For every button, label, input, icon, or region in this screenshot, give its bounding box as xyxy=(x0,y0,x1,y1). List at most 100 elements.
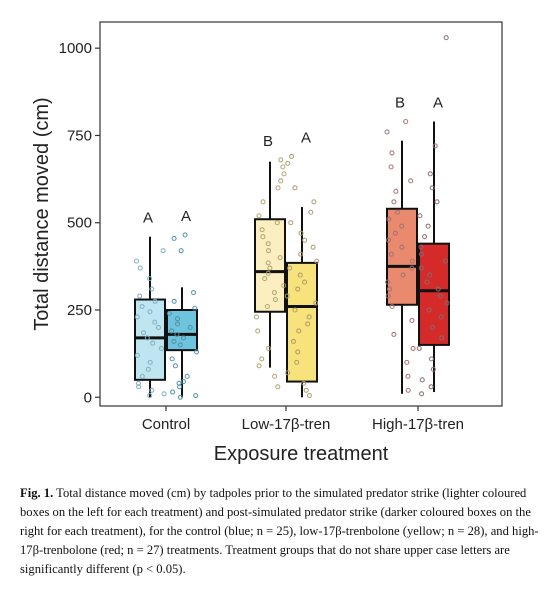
data-point xyxy=(288,220,294,226)
data-point xyxy=(432,143,438,149)
data-point xyxy=(384,129,390,135)
data-point xyxy=(428,384,434,390)
y-tick-label: 1000 xyxy=(59,40,92,57)
y-tick-label: 750 xyxy=(67,127,92,144)
data-point xyxy=(295,286,301,292)
data-point xyxy=(395,209,401,215)
data-point xyxy=(169,356,175,362)
data-point xyxy=(416,345,422,351)
y-tick-label: 500 xyxy=(67,215,92,232)
data-point xyxy=(308,209,314,215)
data-point xyxy=(256,213,262,219)
data-point xyxy=(193,392,199,399)
data-point xyxy=(177,394,183,400)
data-point xyxy=(290,338,297,344)
data-point xyxy=(180,335,186,341)
data-point xyxy=(424,279,430,285)
data-point xyxy=(172,363,178,369)
data-point xyxy=(442,258,448,264)
box-post xyxy=(286,261,318,383)
data-point xyxy=(408,178,414,184)
data-point xyxy=(174,316,181,322)
data-point xyxy=(265,241,271,247)
data-point xyxy=(281,283,287,289)
data-point xyxy=(419,377,425,383)
data-point xyxy=(438,314,444,320)
data-point xyxy=(422,234,428,240)
data-point xyxy=(176,380,182,386)
data-point xyxy=(386,216,392,222)
data-point xyxy=(419,391,425,397)
data-point xyxy=(139,303,145,310)
data-point xyxy=(393,188,399,194)
data-point xyxy=(409,258,415,264)
data-point xyxy=(260,234,266,240)
data-point xyxy=(296,328,302,334)
data-point xyxy=(175,321,181,327)
data-point xyxy=(429,324,436,331)
data-point xyxy=(149,387,155,393)
data-point xyxy=(272,373,278,379)
data-point xyxy=(301,380,307,386)
data-point xyxy=(170,389,176,395)
data-point xyxy=(409,317,415,324)
data-point xyxy=(256,363,262,369)
data-point xyxy=(187,324,193,331)
y-tick-label: 250 xyxy=(67,302,92,319)
data-point xyxy=(137,293,143,299)
data-point xyxy=(405,373,411,379)
data-point xyxy=(174,331,180,337)
data-point xyxy=(275,185,281,191)
data-point xyxy=(144,335,150,341)
data-point xyxy=(160,248,166,254)
data-point xyxy=(302,279,308,285)
plot-frame xyxy=(99,21,503,407)
data-point xyxy=(265,270,271,276)
caption-label: Fig. 1. xyxy=(20,486,54,500)
data-point xyxy=(152,319,158,325)
data-point xyxy=(443,35,449,41)
data-point xyxy=(137,265,143,271)
data-point xyxy=(180,379,187,385)
data-point xyxy=(385,279,391,285)
data-point xyxy=(392,230,398,236)
data-point xyxy=(177,342,183,348)
caption-text: Total distance moved (cm) by tadpoles pr… xyxy=(20,486,539,576)
data-point xyxy=(166,310,172,317)
data-point xyxy=(386,237,392,243)
data-point xyxy=(271,289,277,296)
data-point xyxy=(306,392,312,399)
data-point xyxy=(182,232,188,238)
data-point xyxy=(275,384,281,390)
data-point xyxy=(140,330,147,336)
data-point xyxy=(285,370,291,376)
data-point xyxy=(171,338,177,344)
data-point xyxy=(429,185,435,191)
y-tick-label: 0 xyxy=(84,389,92,406)
significance-letter: B xyxy=(395,94,405,111)
data-point xyxy=(145,366,151,372)
significance-letter: A xyxy=(433,94,443,111)
data-point xyxy=(294,359,300,365)
data-point xyxy=(399,244,405,250)
data-point xyxy=(264,303,270,310)
data-point xyxy=(426,307,432,313)
data-point xyxy=(410,345,416,351)
significance-letter: B xyxy=(263,133,273,150)
data-point xyxy=(385,293,391,299)
data-point xyxy=(409,265,415,271)
data-point xyxy=(253,314,259,320)
data-point xyxy=(284,293,290,299)
data-point xyxy=(313,300,319,306)
data-point xyxy=(149,286,155,292)
data-point xyxy=(427,171,433,177)
data-point xyxy=(265,248,272,254)
y-axis-title: Total distance moved (cm) xyxy=(31,97,53,330)
data-point xyxy=(178,248,184,254)
data-point xyxy=(260,199,266,205)
data-point xyxy=(262,276,268,282)
data-point xyxy=(136,384,142,390)
significance-letter: A xyxy=(181,208,191,225)
data-point xyxy=(259,356,265,362)
data-point xyxy=(133,258,140,264)
